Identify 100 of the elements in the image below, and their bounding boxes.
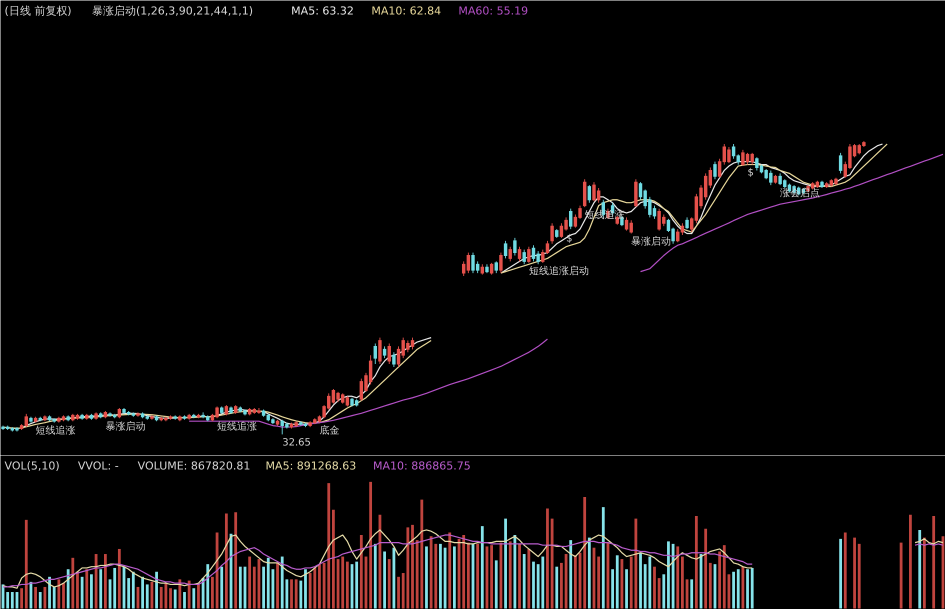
bar xyxy=(76,572,79,608)
bar xyxy=(155,572,158,608)
bar xyxy=(425,546,428,608)
candlestick xyxy=(522,249,526,265)
candlestick xyxy=(71,413,75,422)
text: MA5: 891268.63 xyxy=(266,460,356,472)
candlestick xyxy=(582,178,586,208)
bar xyxy=(620,559,624,608)
bar xyxy=(252,566,256,608)
bar xyxy=(555,566,558,608)
bar xyxy=(43,586,46,608)
bar xyxy=(694,516,698,608)
bar xyxy=(518,544,521,608)
bar xyxy=(62,583,65,608)
text: VVOL: - xyxy=(78,460,119,472)
bar xyxy=(746,569,749,608)
bar xyxy=(230,534,232,608)
bar xyxy=(853,538,856,608)
candlestick xyxy=(392,352,396,368)
bar xyxy=(909,514,912,608)
candlestick xyxy=(374,343,377,364)
bar xyxy=(127,578,130,608)
candlestick xyxy=(43,414,47,422)
bar xyxy=(522,554,526,608)
bar xyxy=(304,569,307,608)
bar xyxy=(341,556,344,608)
bar xyxy=(10,592,14,608)
candlestick xyxy=(480,264,484,276)
bar xyxy=(244,566,246,608)
candlestick xyxy=(178,414,182,422)
bar xyxy=(99,569,102,608)
bar xyxy=(392,548,396,608)
bar xyxy=(532,562,535,608)
bar xyxy=(639,552,642,608)
bar xyxy=(472,544,474,608)
bar xyxy=(202,578,204,608)
bar xyxy=(383,551,386,608)
candlestick xyxy=(508,246,512,262)
bar xyxy=(38,592,42,608)
candlestick xyxy=(294,420,298,428)
candlestick xyxy=(154,414,158,422)
bar xyxy=(900,542,903,608)
candlestick xyxy=(685,216,689,230)
bar xyxy=(402,573,405,608)
bar xyxy=(174,589,177,608)
bar xyxy=(6,592,10,608)
text: 32.65 xyxy=(282,437,311,448)
candlestick xyxy=(378,337,382,364)
candlestick xyxy=(150,414,154,420)
text: 短线追涨启动 xyxy=(528,266,589,277)
bar xyxy=(192,588,196,608)
text: MA10: 62.84 xyxy=(371,4,442,18)
bar xyxy=(136,586,140,608)
candlestick xyxy=(588,184,592,204)
candlestick xyxy=(504,240,508,259)
candlestick xyxy=(196,413,200,419)
bar xyxy=(141,576,144,608)
bar xyxy=(458,538,460,608)
candlestick xyxy=(104,410,108,419)
candlestick xyxy=(238,406,242,413)
bar xyxy=(16,592,18,608)
bar xyxy=(104,554,107,608)
candlestick xyxy=(99,412,102,419)
candlestick xyxy=(513,237,517,256)
candlestick xyxy=(229,406,233,414)
bar xyxy=(606,542,610,608)
bar xyxy=(150,582,154,608)
bar xyxy=(355,562,358,608)
candlestick xyxy=(354,398,358,407)
bar xyxy=(299,580,302,608)
bar xyxy=(90,574,93,608)
bar xyxy=(48,576,51,608)
text: 底金 xyxy=(319,426,340,437)
bar xyxy=(285,579,288,608)
bar xyxy=(94,554,98,608)
candlestick xyxy=(90,413,94,420)
candlestick xyxy=(518,246,522,262)
bar xyxy=(839,538,842,608)
text: 暴涨启动 xyxy=(105,421,146,432)
bar xyxy=(611,569,614,608)
candlestick xyxy=(94,412,98,420)
bar xyxy=(625,569,628,608)
candlestick xyxy=(494,260,498,274)
bar xyxy=(728,574,730,608)
candlestick xyxy=(382,346,386,359)
bar xyxy=(500,542,502,608)
candlestick xyxy=(527,246,531,264)
bar xyxy=(536,564,540,608)
bar xyxy=(350,564,354,608)
chart-title: VOL(5,10) xyxy=(4,460,60,472)
bar xyxy=(648,556,652,608)
bar xyxy=(411,524,414,608)
bar xyxy=(183,592,186,608)
candlestick xyxy=(118,408,122,419)
candlestick xyxy=(499,252,503,274)
chart-title: (日线 前复权) xyxy=(4,4,72,18)
bar xyxy=(34,586,37,608)
bar xyxy=(262,566,265,608)
candlestick xyxy=(220,406,224,414)
text: $ xyxy=(748,168,754,179)
